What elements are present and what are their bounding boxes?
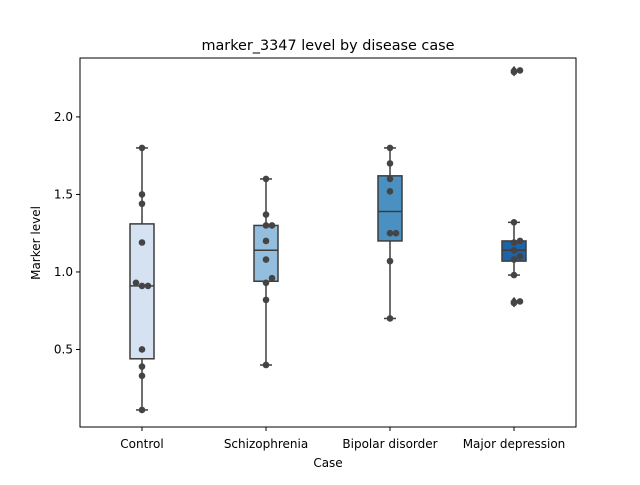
box-group [253, 175, 279, 369]
data-point [510, 219, 518, 226]
data-point [510, 239, 518, 246]
data-point [262, 175, 270, 183]
x-tick-label: Major depression [463, 437, 566, 451]
data-point [386, 188, 394, 195]
data-point [516, 237, 524, 245]
iqr-box [253, 224, 279, 283]
data-point [262, 237, 270, 245]
data-point [138, 282, 146, 290]
chart-title: marker_3347 level by disease case [201, 38, 454, 54]
data-point [510, 256, 518, 263]
y-axis-label: Marker level [29, 206, 43, 280]
y-tick-label: 1.0 [54, 265, 73, 279]
box-group [129, 144, 155, 414]
iqr-box [129, 223, 155, 360]
data-point [386, 229, 394, 237]
box-group [377, 144, 403, 322]
data-point [510, 271, 518, 279]
data-point [262, 222, 270, 229]
x-axis-label: Case [313, 456, 342, 470]
data-point [138, 191, 146, 198]
data-point [510, 246, 518, 254]
data-point [510, 68, 518, 76]
data-point [262, 279, 270, 287]
data-point [386, 175, 394, 183]
data-point [138, 346, 146, 353]
data-point [262, 256, 270, 263]
data-point [138, 363, 146, 370]
data-point [516, 67, 524, 74]
data-point [386, 257, 394, 265]
x-tick-label: Bipolar disorder [342, 437, 437, 451]
data-point [268, 222, 276, 229]
data-point [138, 372, 146, 380]
y-tick-label: 2.0 [54, 110, 73, 124]
data-point [516, 298, 524, 305]
data-point [262, 211, 270, 218]
data-point [262, 361, 270, 369]
data-point [510, 299, 518, 307]
data-point [138, 200, 146, 208]
y-tick-label: 0.5 [54, 342, 73, 356]
x-tick-label: Schizophrenia [224, 437, 308, 451]
plot-area [129, 65, 527, 414]
axes: 0.5 1.0 1.5 2.0 Control Schizophrenia Bipolar … [54, 57, 577, 451]
data-point [386, 315, 394, 322]
data-point [138, 144, 146, 152]
data-point [138, 406, 146, 414]
data-point [144, 282, 152, 290]
x-tick-label: Control [120, 437, 163, 451]
axes-frame [79, 57, 577, 428]
data-point [132, 279, 140, 287]
data-point [516, 253, 524, 260]
data-point [138, 239, 146, 246]
data-point [386, 160, 394, 167]
data-point [262, 296, 270, 304]
data-point [386, 144, 394, 152]
y-tick-label: 1.5 [54, 187, 73, 201]
data-point [268, 274, 276, 282]
data-point [392, 229, 400, 237]
box-group [501, 65, 527, 308]
